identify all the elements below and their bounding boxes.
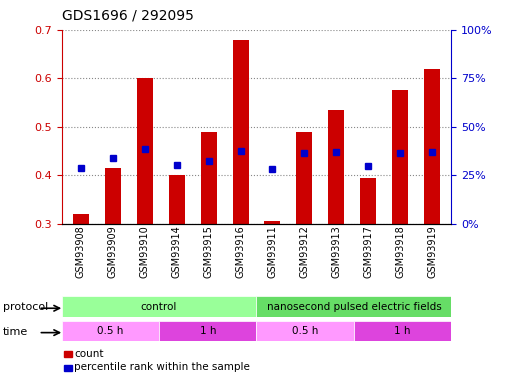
Bar: [136, 78, 153, 224]
Text: percentile rank within the sample: percentile rank within the sample: [74, 363, 250, 372]
FancyBboxPatch shape: [256, 321, 354, 341]
Text: nanosecond pulsed electric fields: nanosecond pulsed electric fields: [267, 302, 441, 312]
Text: protocol: protocol: [3, 303, 48, 312]
FancyBboxPatch shape: [256, 296, 451, 317]
Bar: [105, 168, 121, 224]
Text: 0.5 h: 0.5 h: [97, 326, 124, 336]
Text: 1 h: 1 h: [200, 326, 216, 336]
FancyBboxPatch shape: [62, 321, 159, 341]
Bar: [169, 175, 185, 223]
Bar: [232, 40, 248, 224]
Text: 0.5 h: 0.5 h: [292, 326, 319, 336]
Text: time: time: [3, 327, 28, 337]
Bar: [265, 221, 281, 224]
Bar: [360, 178, 377, 224]
Text: GDS1696 / 292095: GDS1696 / 292095: [62, 9, 193, 22]
Text: control: control: [141, 302, 177, 312]
FancyBboxPatch shape: [354, 321, 451, 341]
Bar: [392, 90, 408, 224]
FancyBboxPatch shape: [62, 296, 256, 317]
Bar: [73, 214, 89, 223]
Bar: [424, 69, 440, 224]
Text: 1 h: 1 h: [394, 326, 411, 336]
Text: count: count: [74, 350, 104, 359]
Bar: [201, 132, 216, 224]
FancyBboxPatch shape: [159, 321, 256, 341]
Bar: [328, 110, 344, 224]
Bar: [297, 132, 312, 224]
